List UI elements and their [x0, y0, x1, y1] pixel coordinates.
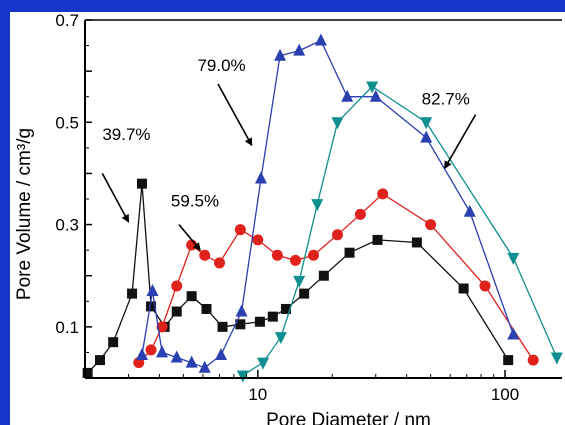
data-point-square [344, 247, 355, 258]
data-point-triangle-up [254, 171, 267, 184]
data-point-square [108, 337, 119, 348]
data-point-triangle-up [420, 130, 433, 143]
data-point-square [171, 306, 182, 317]
data-point-triangle-up [314, 33, 327, 46]
data-point-circle [156, 321, 168, 333]
data-point-triangle-down [236, 370, 249, 383]
figure-frame-top [0, 0, 565, 12]
data-point-triangle-up [185, 355, 198, 368]
data-point-circle [527, 354, 539, 366]
data-point-circle [289, 254, 301, 266]
series-line [242, 85, 558, 376]
annotation-arrow [178, 224, 201, 251]
data-point-circle [234, 224, 246, 236]
data-point-triangle-up [235, 304, 248, 317]
data-point-circle [425, 219, 437, 231]
data-point-triangle-down [366, 81, 379, 94]
data-point-triangle-up [135, 347, 148, 360]
data-point-square [411, 237, 422, 248]
data-point-square [267, 311, 278, 322]
data-point-circle [199, 249, 211, 261]
data-point-square [372, 234, 383, 245]
y-tick-label: 0.1 [55, 318, 79, 337]
data-point-square [95, 355, 106, 366]
data-point-square [458, 283, 469, 294]
series-line [138, 193, 534, 364]
data-point-square [235, 319, 246, 330]
annotation-label: 59.5% [171, 192, 219, 211]
data-point-circle [479, 280, 491, 292]
data-point-triangle-down [420, 117, 433, 130]
annotation-label: 82.7% [422, 89, 470, 108]
data-point-circle [252, 234, 264, 246]
data-point-triangle-down [507, 252, 520, 265]
data-point-circle [354, 208, 366, 220]
data-point-triangle-up [215, 347, 228, 360]
data-point-square [127, 288, 138, 299]
data-point-square [299, 288, 310, 299]
data-point-square [201, 303, 212, 314]
annotation-arrow [443, 114, 477, 170]
data-point-circle [214, 257, 226, 269]
data-point-triangle-up [156, 345, 169, 358]
figure-frame-left [0, 0, 10, 425]
series-line [87, 183, 509, 374]
data-point-circle [331, 229, 343, 241]
y-tick-label: 0.5 [55, 113, 79, 132]
data-point-circle [377, 188, 389, 200]
x-tick-label: 100 [491, 385, 519, 404]
data-point-triangle-up [507, 327, 520, 340]
data-point-triangle-up [293, 43, 306, 56]
series-3 [236, 81, 563, 383]
data-point-triangle-up [198, 360, 211, 373]
annotation-arrow [217, 83, 253, 147]
y-axis-title: Pore Volume / cm³/g [14, 128, 35, 300]
data-point-square [254, 316, 265, 327]
data-point-triangle-up [146, 284, 159, 297]
y-tick-label: 0.3 [55, 216, 79, 235]
data-point-square [280, 303, 291, 314]
data-point-triangle-up [369, 89, 382, 102]
data-point-triangle-down [257, 357, 270, 370]
data-point-square [186, 291, 197, 302]
data-point-triangle-up [274, 48, 287, 61]
data-point-triangle-up [463, 204, 476, 217]
data-point-circle [271, 249, 283, 261]
x-tick-label: 10 [248, 385, 267, 404]
data-point-square [217, 321, 228, 332]
data-point-triangle-down [311, 199, 324, 212]
data-point-circle [145, 344, 157, 356]
annotation-label: 39.7% [102, 125, 150, 144]
data-point-square [136, 178, 147, 189]
annotation-label: 79.0% [197, 56, 245, 75]
data-point-triangle-down [331, 117, 344, 130]
series-1 [133, 188, 539, 369]
data-point-circle [171, 280, 183, 292]
data-point-circle [308, 249, 320, 261]
data-point-triangle-up [341, 89, 354, 102]
data-point-triangle-down [293, 275, 306, 288]
data-point-square [82, 367, 93, 378]
data-point-triangle-up [170, 350, 183, 363]
x-axis-title: Pore Diameter / nm [266, 410, 431, 425]
data-point-triangle-down [550, 352, 563, 365]
annotation-arrow [101, 173, 130, 223]
y-tick-label: 0.7 [55, 11, 79, 30]
data-point-square [503, 355, 514, 366]
data-point-square [146, 301, 157, 312]
data-point-triangle-down [274, 332, 287, 345]
data-point-square [318, 270, 329, 281]
series-2 [135, 33, 520, 373]
